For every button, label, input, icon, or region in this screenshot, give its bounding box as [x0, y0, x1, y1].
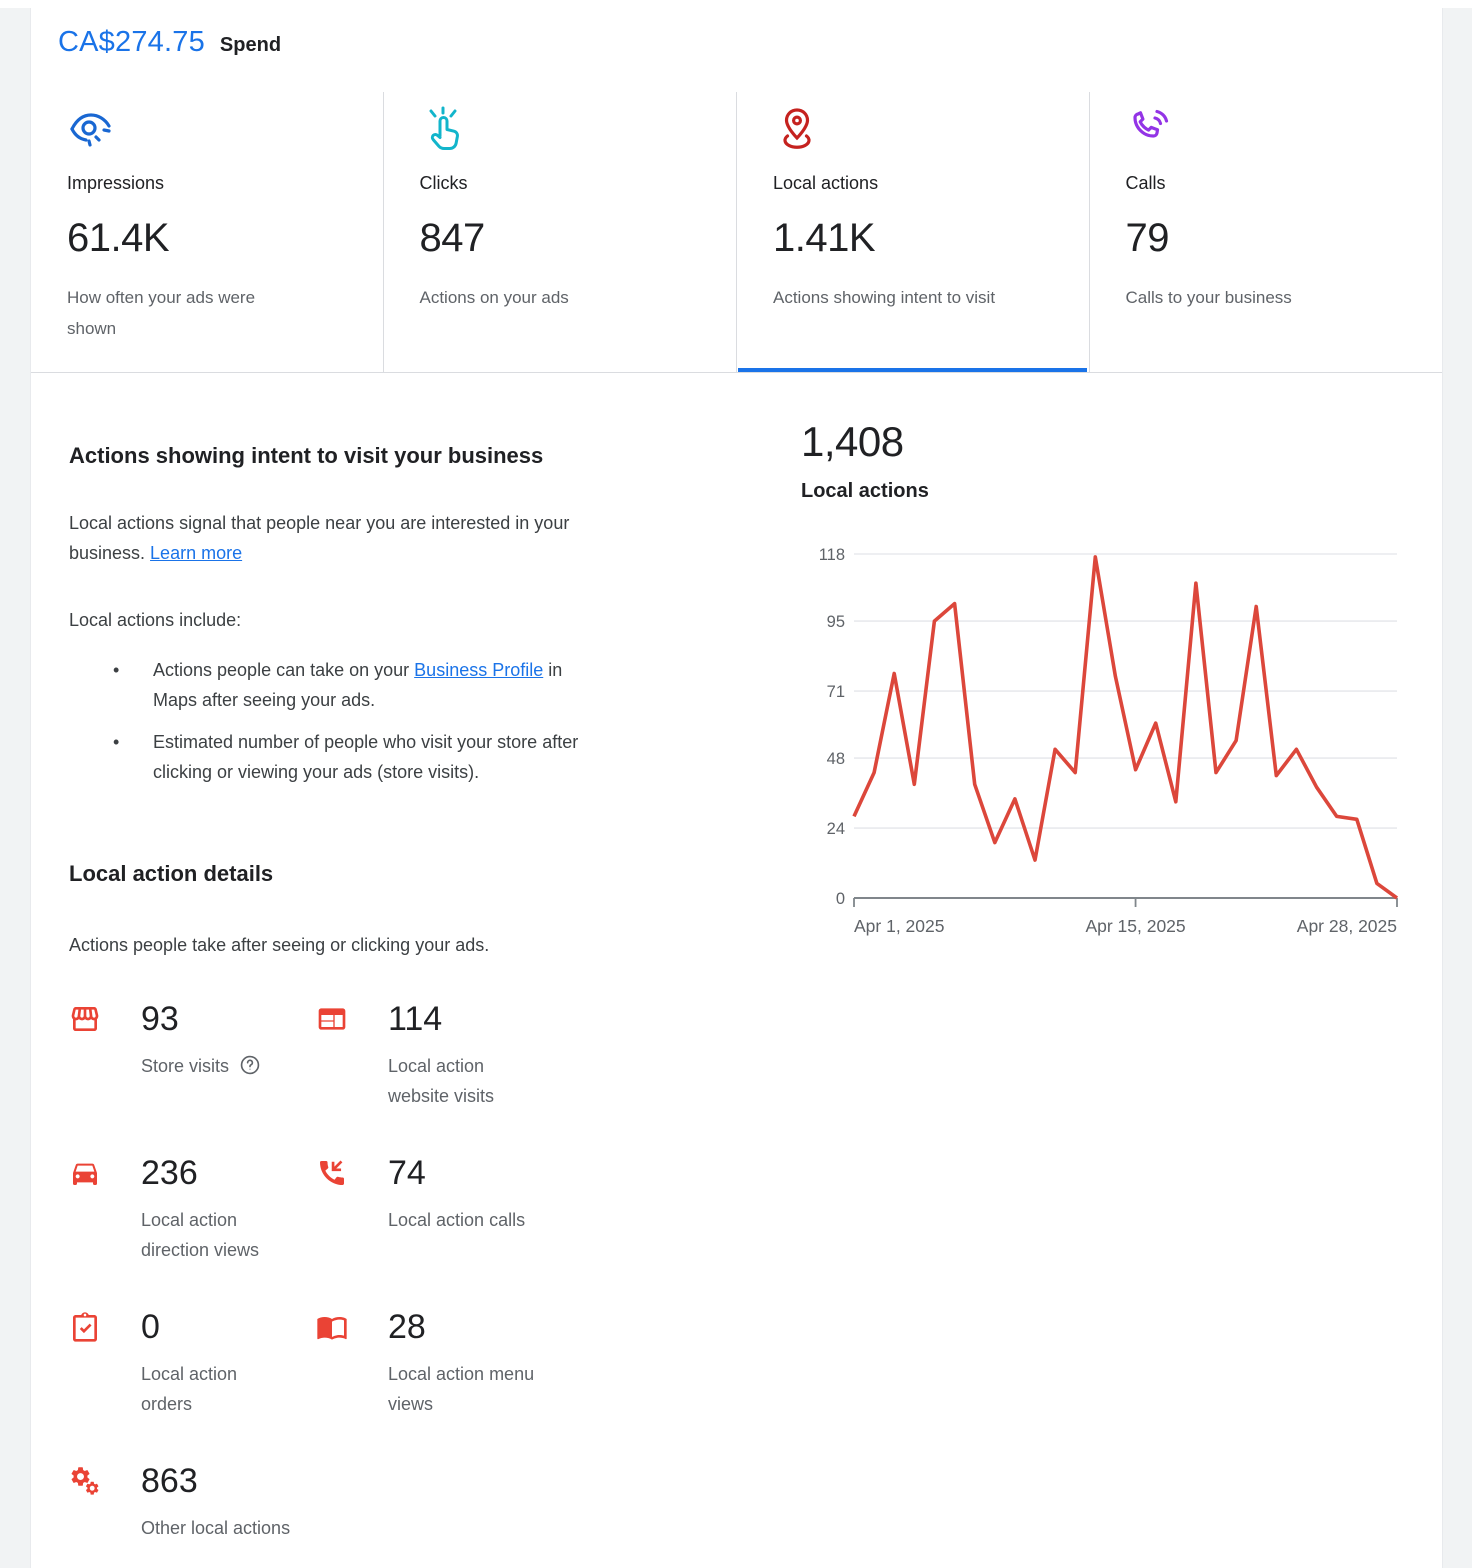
bullet-item: Actions people can take on your Business… [69, 655, 649, 715]
storefront-icon [69, 1003, 101, 1035]
detail-value: 28 [388, 1308, 426, 1346]
metric-description: Actions showing intent to visit [773, 288, 996, 307]
spend-label: Spend [219, 34, 282, 56]
metric-value: 1.41K [773, 216, 876, 260]
chart-section: 1,408 Local actions 0 24 48 71 95 118 Apr 1, 2… [801, 418, 1421, 940]
intent-bullets: Actions people can take on your Business… [69, 655, 649, 787]
detail-label: Local action orders [141, 1364, 238, 1414]
metric-card-impressions[interactable]: Impressions 61.4K How often your ads wer… [31, 92, 383, 372]
detail-value: 863 [141, 1462, 198, 1500]
eye-impressions-icon [67, 105, 355, 155]
svg-text:Apr 28, 2025: Apr 28, 2025 [1297, 916, 1397, 936]
detail-label-text: Store visits [141, 1056, 230, 1076]
svg-text:95: 95 [827, 613, 845, 631]
metric-description: Calls to your business [1125, 288, 1292, 307]
report-panel: CA$274.75 Spend Impressions 61.4K How of… [30, 8, 1443, 1568]
svg-text:24: 24 [827, 820, 845, 838]
selected-tab-underline [738, 368, 1087, 372]
spend-header: CA$274.75 Spend [58, 26, 281, 59]
detail-item-direction-views: 236 Local action direction views [69, 1149, 316, 1265]
details-grid: 93 Store visits 114 Local action website… [69, 995, 689, 1543]
detail-label: Store visits [141, 1051, 261, 1085]
bullet-item: Estimated number of people who visit you… [69, 727, 649, 787]
metric-card-clicks[interactable]: Clicks 847 Actions on your ads [382, 92, 737, 372]
intent-heading: Actions showing intent to visit your bus… [69, 443, 544, 468]
bullet2-text: Estimated number of people who visit you… [153, 732, 579, 782]
detail-item-website-visits: 114 Local action website visits [316, 995, 563, 1111]
clipboard-check-icon [69, 1311, 101, 1343]
details-heading: Local action details [69, 861, 274, 886]
detail-item-menu-views: 28 Local action menu views [316, 1303, 563, 1419]
website-icon [316, 1003, 348, 1035]
metric-description: Actions on your ads [419, 288, 569, 307]
gears-icon [69, 1465, 101, 1497]
svg-text:71: 71 [827, 683, 845, 701]
learn-more-link[interactable]: Learn more [150, 543, 243, 563]
detail-label: Local action direction views [141, 1210, 260, 1260]
click-hand-icon [420, 105, 709, 155]
details-section: Local action details Actions people take… [69, 862, 689, 1543]
metric-value: 79 [1125, 216, 1170, 260]
menu-book-icon [316, 1311, 348, 1343]
business-profile-link[interactable]: Business Profile [414, 660, 544, 680]
bullet1-pre: Actions people can take on your [153, 660, 415, 680]
detail-value: 114 [388, 1000, 443, 1038]
chart-total-value: 1,408 [801, 418, 904, 465]
metric-card-local-actions[interactable]: Local actions 1.41K Actions showing inte… [736, 92, 1089, 372]
metric-value: 61.4K [67, 216, 170, 260]
svg-text:118: 118 [819, 546, 845, 564]
metrics-row: Impressions 61.4K How often your ads wer… [31, 92, 1442, 373]
top-strip [0, 0, 1472, 8]
phone-waves-icon [1126, 105, 1415, 155]
metric-label: Local actions [773, 173, 879, 193]
bullet1-post: in Maps after seeing your ads. [153, 660, 563, 710]
intent-intro: Local actions signal that people near yo… [69, 508, 649, 568]
metric-card-calls[interactable]: Calls 79 Calls to your business [1088, 92, 1443, 372]
metric-description: How often your ads were shown [67, 288, 256, 338]
intent-intro-text: Local actions signal that people near yo… [69, 513, 570, 563]
spend-value: CA$274.75 [58, 26, 205, 58]
detail-value: 236 [141, 1154, 198, 1192]
intent-section: Actions showing intent to visit your bus… [69, 444, 649, 787]
detail-value: 74 [388, 1154, 426, 1192]
detail-item-store-visits: 93 Store visits [69, 995, 316, 1111]
metric-label: Impressions [67, 173, 165, 193]
location-pin-icon [773, 105, 1061, 155]
svg-text:Apr 15, 2025: Apr 15, 2025 [1085, 916, 1185, 936]
detail-value: 93 [141, 1000, 179, 1038]
help-icon[interactable] [239, 1054, 261, 1085]
detail-item-other-actions: 863 Other local actions [69, 1457, 316, 1543]
metric-label: Clicks [419, 173, 468, 193]
detail-item-calls: 74 Local action calls [316, 1149, 563, 1265]
chart-title: Local actions [801, 480, 929, 502]
detail-item-orders: 0 Local action orders [69, 1303, 316, 1419]
svg-text:Apr 1, 2025: Apr 1, 2025 [854, 916, 944, 936]
detail-value: 0 [141, 1308, 160, 1346]
car-directions-icon [69, 1157, 101, 1189]
detail-label: Local action website visits [388, 1056, 495, 1106]
metric-value: 847 [419, 216, 486, 260]
detail-label: Local action menu views [388, 1364, 535, 1414]
metric-label: Calls [1125, 173, 1166, 193]
details-subheading: Actions people take after seeing or clic… [69, 935, 490, 955]
include-label: Local actions include: [69, 610, 242, 630]
local-actions-chart: 0 24 48 71 95 118 Apr 1, 2025 Apr 15, 2025 Apr 2… [819, 546, 1399, 936]
svg-text:0: 0 [836, 890, 845, 908]
detail-label: Local action calls [388, 1210, 526, 1230]
phone-callback-icon [316, 1157, 348, 1189]
svg-text:48: 48 [827, 750, 845, 768]
